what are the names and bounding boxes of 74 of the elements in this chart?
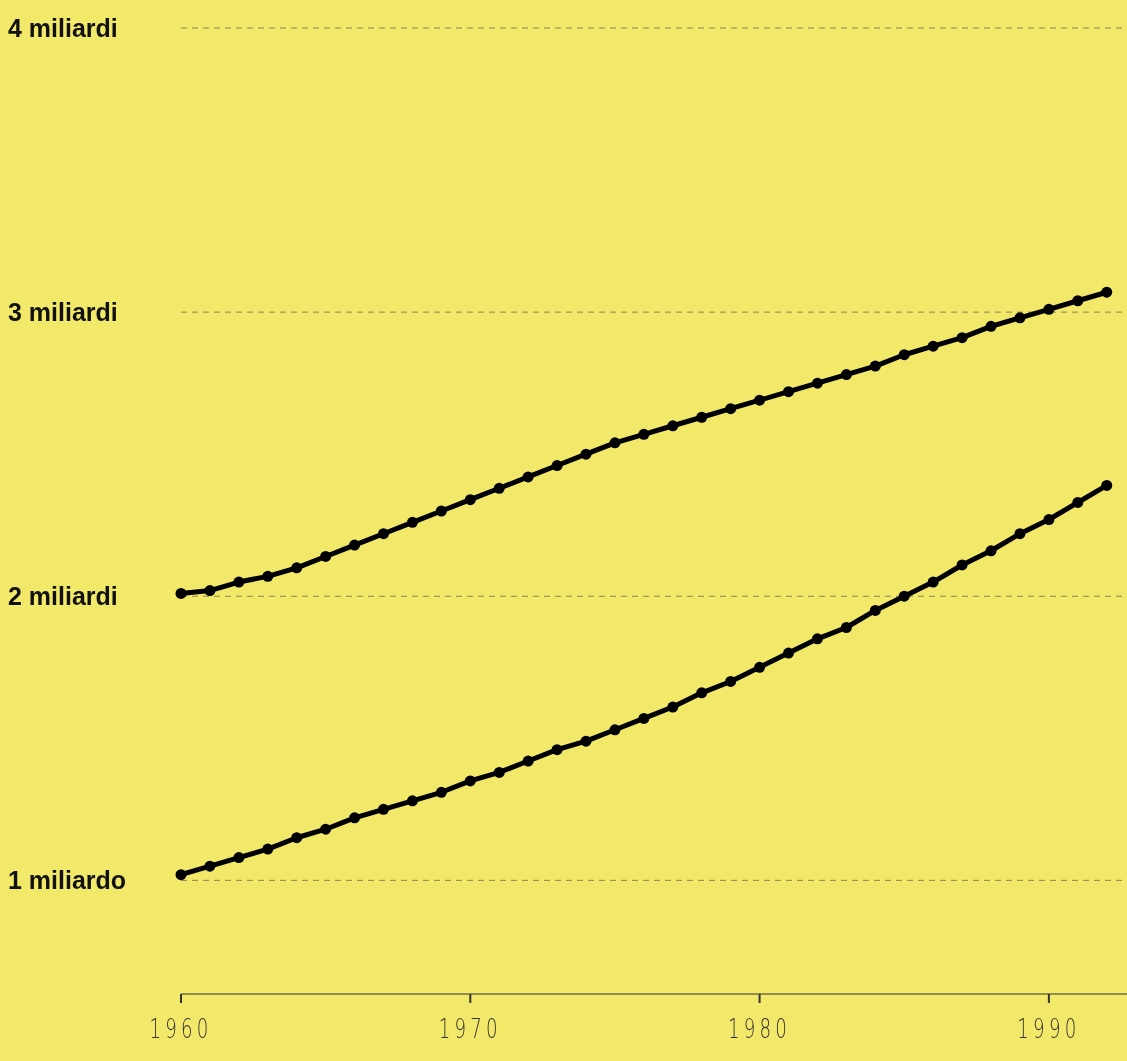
point [1014, 528, 1026, 540]
point [667, 420, 679, 432]
point [175, 869, 187, 881]
point [956, 332, 968, 344]
x-tick-label: 1970 [438, 1013, 502, 1044]
point [493, 482, 505, 494]
x-tick-label: 1960 [149, 1013, 213, 1044]
point [1101, 286, 1113, 298]
point [406, 795, 418, 807]
point [349, 812, 361, 824]
point [927, 576, 939, 588]
point [233, 576, 245, 588]
point [551, 460, 563, 472]
point [175, 587, 187, 599]
point [985, 545, 997, 557]
point [435, 786, 447, 798]
point [349, 539, 361, 551]
y-tick-label: 3 miliardi [8, 297, 118, 326]
y-tick-label: 1 miliardo [8, 866, 127, 895]
point [464, 494, 476, 506]
point [551, 744, 563, 756]
point [1072, 295, 1084, 307]
point [783, 386, 795, 398]
x-tick-label: 1980 [728, 1013, 792, 1044]
point [667, 701, 679, 713]
point [638, 712, 650, 724]
point [696, 411, 708, 423]
y-tick-label: 2 miliardi [8, 581, 118, 610]
point [493, 766, 505, 778]
point [1043, 514, 1055, 526]
point [204, 585, 216, 597]
point [811, 377, 823, 389]
point [696, 687, 708, 699]
y-tick-label: 4 miliardi [8, 13, 118, 42]
point [869, 360, 881, 372]
point [1101, 479, 1113, 491]
point [262, 570, 274, 582]
point [1043, 303, 1055, 315]
point [985, 320, 997, 332]
point [754, 661, 766, 673]
point [811, 633, 823, 645]
point [927, 340, 939, 352]
point [898, 590, 910, 602]
point [609, 437, 621, 449]
point [1072, 496, 1084, 508]
point [522, 755, 534, 767]
point [291, 832, 303, 844]
point [378, 803, 390, 815]
x-tick-label: 1990 [1017, 1013, 1081, 1044]
point [725, 403, 737, 415]
point [204, 860, 216, 872]
point [725, 675, 737, 687]
point [638, 428, 650, 440]
point [464, 775, 476, 787]
point [956, 559, 968, 571]
point [869, 604, 881, 616]
point [406, 516, 418, 528]
point [320, 823, 332, 835]
point [262, 843, 274, 855]
point [840, 621, 852, 633]
point [291, 562, 303, 574]
point [378, 528, 390, 540]
point [840, 369, 852, 381]
point [754, 394, 766, 406]
point [320, 550, 332, 562]
point [898, 349, 910, 361]
point [609, 724, 621, 736]
point [1014, 312, 1026, 324]
point [580, 735, 592, 747]
point [783, 647, 795, 659]
point [435, 505, 447, 517]
point [233, 852, 245, 864]
point [580, 448, 592, 460]
point [522, 471, 534, 483]
